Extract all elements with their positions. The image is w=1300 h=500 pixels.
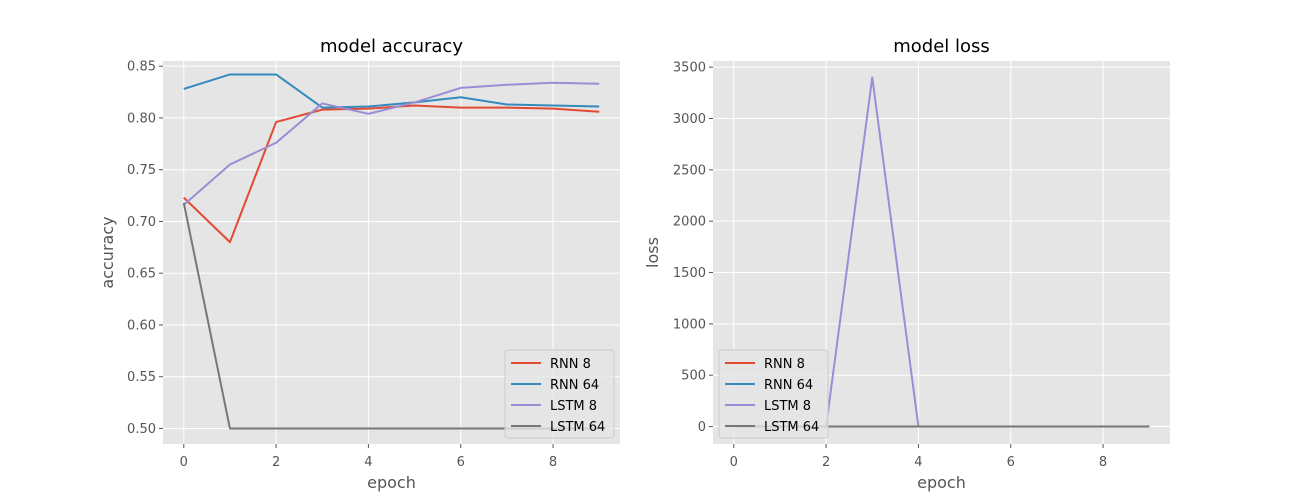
accuracy-chart: 0.50 0.55 0.60 0.65 0.70 0.75 0.80 0.85 0 2 4 6 8 mod… [98, 36, 620, 492]
y-tick-label: 0.75 [127, 163, 156, 178]
y-tick-label: 1500 [673, 266, 706, 281]
x-tick-label: 8 [1099, 455, 1107, 470]
legend-label: RNN 64 [550, 378, 599, 393]
series-line-lstm-8 [183, 81, 600, 206]
y-tick-label: 0.60 [127, 318, 156, 333]
y-tick-label: 0.80 [127, 111, 156, 126]
series-line-rnn-64 [183, 73, 600, 109]
x-tick-label: 4 [364, 455, 372, 470]
legend-label: LSTM 64 [550, 420, 605, 435]
y-tick-label: 3000 [673, 112, 706, 127]
y-tick-label: 2000 [673, 215, 706, 230]
y-axis-label: accuracy [98, 216, 117, 288]
series-line-rnn-8 [183, 104, 600, 244]
y-tick-label: 0.50 [127, 422, 156, 437]
legend-box [718, 349, 829, 439]
x-tick-label: 0 [730, 455, 738, 470]
y-tick-label: 0.85 [127, 60, 156, 75]
x-tick-label: 2 [822, 455, 830, 470]
legend-label: RNN 64 [764, 378, 813, 393]
y-tick-label: 1000 [673, 317, 706, 332]
legend-label: RNN 8 [764, 357, 805, 372]
y-tick-label: 0.65 [127, 267, 156, 282]
x-tick-label: 4 [914, 455, 922, 470]
legend-box [504, 349, 615, 439]
legend: RNN 8 RNN 64 LSTM 8 LSTM 64 [718, 349, 829, 439]
x-tick-label: 6 [1007, 455, 1015, 470]
y-tick-label: 0 [698, 420, 706, 435]
x-tick-label: 2 [272, 455, 280, 470]
y-tick-label: 0.70 [127, 215, 156, 230]
loss-chart: 0 500 1000 1500 2000 2500 3000 3500 0 2 4 6 8 model l… [643, 36, 1170, 492]
x-axis-label: epoch [367, 473, 416, 492]
chart-title: model accuracy [320, 36, 463, 57]
y-tick-label: 2500 [673, 163, 706, 178]
legend: RNN 8 RNN 64 LSTM 8 LSTM 64 [504, 349, 615, 439]
x-axis-label: epoch [917, 473, 966, 492]
x-tick-label: 8 [549, 455, 557, 470]
legend-label: RNN 8 [550, 357, 591, 372]
legend-label: LSTM 8 [550, 399, 597, 414]
y-axis-label: loss [643, 237, 662, 268]
y-tick-label: 500 [681, 369, 706, 384]
y-tick-label: 3500 [673, 61, 706, 76]
legend-label: LSTM 64 [764, 420, 819, 435]
x-tick-label: 6 [457, 455, 465, 470]
chart-title: model loss [893, 36, 990, 57]
legend-label: LSTM 8 [764, 399, 811, 414]
x-tick-label: 0 [180, 455, 188, 470]
y-tick-label: 0.55 [127, 370, 156, 385]
